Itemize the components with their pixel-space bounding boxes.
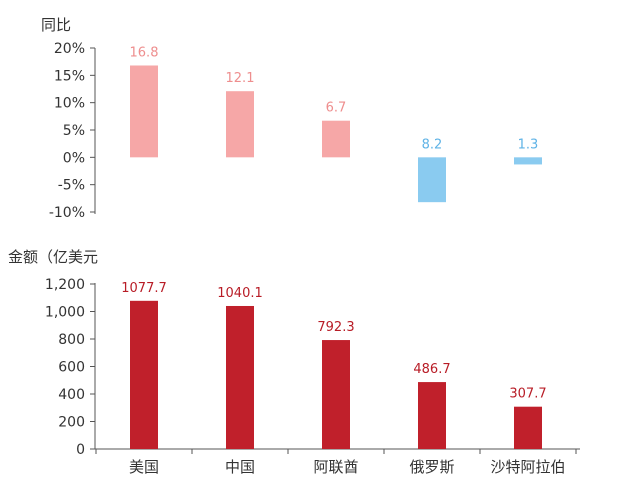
amount-bar	[130, 300, 158, 449]
amount-tick-label: 1,200	[45, 277, 85, 293]
amount-bar	[418, 382, 446, 449]
category-label: 俄罗斯	[409, 458, 454, 476]
yoy-tick-label: -5%	[58, 178, 85, 194]
yoy-tick-label: 0%	[63, 150, 85, 166]
yoy-axis-title: 同比	[41, 16, 71, 34]
yoy-tick-label: 5%	[63, 123, 85, 139]
amount-bar	[226, 305, 254, 449]
amount-data-label: 1077.7	[121, 281, 167, 296]
yoy-tick-label: -10%	[49, 205, 85, 221]
category-label: 沙特阿拉伯	[490, 458, 565, 476]
category-label: 中国	[225, 458, 255, 476]
amount-bar	[514, 406, 542, 449]
amount-data-label: 307.7	[509, 387, 546, 402]
yoy-data-label: 8.2	[422, 137, 443, 152]
amount-y-ticks: 1,200 1,000 800 600 400 200 0	[45, 277, 95, 458]
amount-tick-label: 1,000	[45, 305, 85, 321]
yoy-y-ticks: 20% 15% 10% 5% 0% -5% -10%	[49, 41, 95, 221]
yoy-bar	[226, 91, 254, 158]
yoy-tick-label: 15%	[54, 68, 85, 84]
yoy-bars	[130, 65, 542, 203]
yoy-bar	[130, 65, 158, 158]
amount-data-label: 486.7	[413, 362, 450, 377]
yoy-tick-label: 10%	[54, 96, 85, 112]
amount-tick-label: 400	[58, 387, 85, 403]
amount-bars	[130, 300, 542, 449]
amount-chart: 金额（亿美元 1,200 1,000 800 600 400 200 0 1077.7 104…	[8, 248, 580, 476]
category-label: 阿联酋	[313, 458, 358, 476]
yoy-data-label: 6.7	[326, 101, 347, 116]
category-label: 美国	[129, 458, 159, 476]
yoy-data-label: 16.8	[130, 45, 159, 60]
amount-tick-label: 600	[58, 360, 85, 376]
yoy-data-label: 12.1	[226, 71, 255, 86]
amount-axis-title: 金额（亿美元	[8, 248, 98, 266]
amount-bar	[322, 340, 350, 449]
yoy-data-label: 1.3	[518, 137, 539, 152]
category-labels: 美国 中国 阿联酋 俄罗斯 沙特阿拉伯	[95, 449, 577, 476]
amount-data-label: 792.3	[317, 320, 354, 335]
yoy-chart: 同比 20% 15% 10% 5% 0% -5% -10% 16.8 12.1 6.7 8.2 1.…	[41, 16, 542, 221]
yoy-bar	[418, 157, 446, 203]
amount-data-label: 1040.1	[217, 286, 263, 301]
amount-tick-label: 200	[58, 415, 85, 431]
yoy-bar	[514, 157, 542, 165]
amount-tick-label: 800	[58, 332, 85, 348]
amount-data-labels: 1077.7 1040.1 792.3 486.7 307.7	[121, 281, 546, 402]
yoy-bar	[322, 120, 350, 158]
yoy-data-labels: 16.8 12.1 6.7 8.2 1.3	[130, 45, 539, 152]
yoy-tick-label: 20%	[54, 41, 85, 57]
amount-tick-label: 0	[76, 442, 85, 458]
